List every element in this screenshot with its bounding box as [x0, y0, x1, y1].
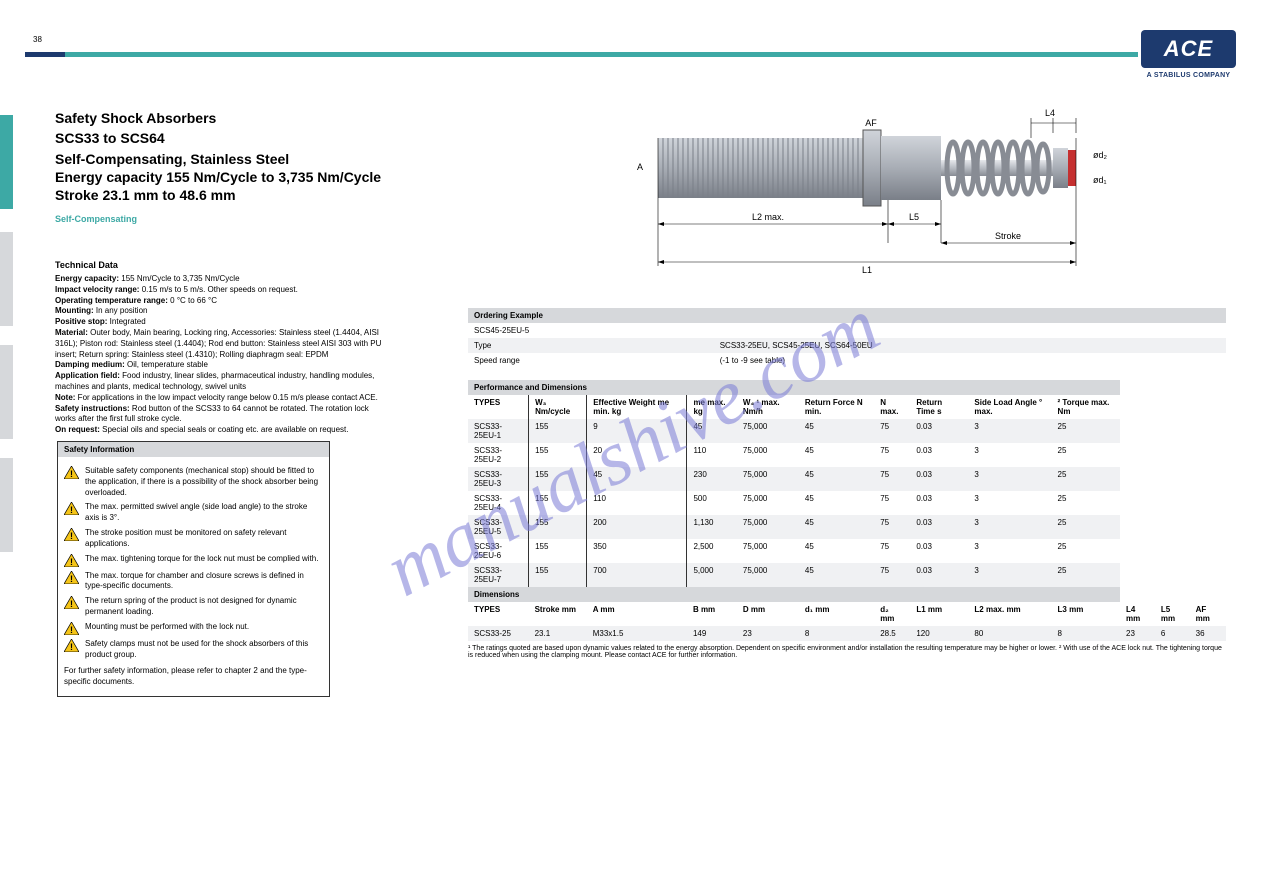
safety-row: ! The max. permitted swivel angle (side l… — [64, 502, 323, 524]
svg-text:L1: L1 — [862, 265, 872, 275]
ordering-header: Ordering Example — [468, 308, 1226, 323]
warning-icon: ! — [64, 596, 79, 618]
ordering-table: Ordering ExampleSCS45-25EU-5TypeSCS33-25… — [468, 308, 1226, 368]
dim-row: SCS33-2523.1M33x1.514923828.512080823636 — [468, 626, 1226, 641]
tech-data-body: Energy capacity: 155 Nm/Cycle to 3,735 N… — [55, 274, 385, 436]
side-tab — [0, 458, 13, 552]
perf-row: SCS33-25EU-115594575,00045750.03325 — [468, 419, 1226, 443]
warning-icon: ! — [64, 639, 79, 661]
safety-row: ! The return spring of the product is not… — [64, 596, 323, 618]
side-tab — [0, 232, 13, 326]
header-accent-bar — [25, 52, 1138, 57]
tech-item: Positive stop: Integrated — [55, 317, 385, 328]
svg-text:ød₁: ød₁ — [1093, 175, 1107, 185]
svg-text:A: A — [637, 162, 643, 172]
range-line: Energy capacity 155 Nm/Cycle to 3,735 Nm… — [55, 168, 381, 186]
safety-text: The max. torque for chamber and closure … — [85, 571, 323, 593]
performance-table: Performance and DimensionsTYPESW₃ Nm/cyc… — [468, 380, 1226, 641]
perf-row: SCS33-25EU-31554523075,00045750.03325 — [468, 467, 1226, 491]
safety-row: ! Mounting must be performed with the loc… — [64, 622, 323, 635]
safety-text: Safety clamps must not be used for the s… — [85, 639, 323, 661]
side-tab-active — [0, 115, 13, 209]
tech-item: On request: Special oils and special sea… — [55, 425, 385, 436]
svg-text:!: ! — [70, 625, 73, 635]
svg-text:!: ! — [70, 642, 73, 652]
perf-row: SCS33-25EU-21552011075,00045750.03325 — [468, 443, 1226, 467]
series-range: Self-Compensating, Stainless Steel Energ… — [55, 150, 381, 205]
ordering-row: TypeSCS33-25EU, SCS45-25EU, SCS64-50EU — [468, 338, 1226, 353]
perf-row: SCS33-25EU-51552001,13075,00045750.03325 — [468, 515, 1226, 539]
side-tab — [0, 345, 13, 439]
tech-item: Energy capacity: 155 Nm/Cycle to 3,735 N… — [55, 274, 385, 285]
warning-icon: ! — [64, 466, 79, 498]
tables-zone: Ordering ExampleSCS45-25EU-5TypeSCS33-25… — [468, 308, 1226, 659]
range-line: Stroke 23.1 mm to 48.6 mm — [55, 186, 381, 204]
table-footnote: ¹ The ratings quoted are based upon dyna… — [468, 645, 1226, 659]
tech-item: Application field: Food industry, linear… — [55, 371, 385, 393]
series-tagline: Self-Compensating — [55, 214, 137, 224]
svg-text:!: ! — [70, 557, 73, 567]
tech-item: Damping medium: Oil, temperature stable — [55, 360, 385, 371]
perf-row: SCS33-25EU-61553502,50075,00045750.03325 — [468, 539, 1226, 563]
safety-text: Suitable safety components (mechanical s… — [85, 466, 323, 498]
warning-icon: ! — [64, 554, 79, 567]
section-title: Safety Shock Absorbers — [55, 110, 216, 126]
svg-text:L5: L5 — [909, 212, 919, 222]
tech-item: Note: For applications in the low impact… — [55, 393, 385, 404]
brand-logo: ACE — [1141, 30, 1236, 68]
svg-text:ød₂: ød₂ — [1093, 150, 1108, 160]
svg-text:AF: AF — [865, 118, 877, 128]
safety-box-header: Safety Information — [58, 442, 329, 457]
safety-text: The max. tightening torque for the lock … — [85, 554, 323, 567]
ordering-row: Speed range(-1 to -9 see table) — [468, 353, 1226, 368]
tech-item: Material: Outer body, Main bearing, Lock… — [55, 328, 385, 360]
safety-row: ! The max. tightening torque for the lock… — [64, 554, 323, 567]
perf-row: SCS33-25EU-415511050075,00045750.03325 — [468, 491, 1226, 515]
safety-box: Safety Information ! Suitable safety comp… — [57, 441, 330, 697]
warning-icon: ! — [64, 571, 79, 593]
warning-icon: ! — [64, 528, 79, 550]
dim-colhdr: TYPESStroke mmA mmB mmD mmd₁ mmd₂ mmL1 m… — [468, 602, 1226, 626]
page-number: 38 — [33, 35, 42, 44]
safety-text: The max. permitted swivel angle (side lo… — [85, 502, 323, 524]
perf-row: SCS33-25EU-71557005,00075,00045750.03325 — [468, 563, 1226, 587]
warning-icon: ! — [64, 622, 79, 635]
safety-row: ! The max. torque for chamber and closure… — [64, 571, 323, 593]
svg-text:!: ! — [70, 505, 73, 515]
tech-data-heading: Technical Data — [55, 260, 118, 270]
dim-header: Dimensions — [468, 587, 1120, 602]
logo-block: ACE A STABILUS COMPANY — [1141, 30, 1236, 79]
tech-item: Operating temperature range: 0 °C to 66 … — [55, 296, 385, 307]
svg-text:L2 max.: L2 max. — [752, 212, 784, 222]
svg-text:L4: L4 — [1045, 108, 1055, 118]
ordering-row: SCS45-25EU-5 — [468, 323, 1226, 338]
product-diagram: L2 max. L5 Stroke L1 L4 A ød₂ ød₁ AF — [468, 98, 1228, 298]
svg-text:!: ! — [70, 599, 73, 609]
svg-text:!: ! — [70, 469, 73, 479]
safety-row: ! Safety clamps must not be used for the … — [64, 639, 323, 661]
safety-text: The stroke position must be monitored on… — [85, 528, 323, 550]
svg-text:!: ! — [70, 574, 73, 584]
warning-icon: ! — [64, 502, 79, 524]
tech-item: Impact velocity range: 0.15 m/s to 5 m/s… — [55, 285, 385, 296]
svg-text:!: ! — [70, 531, 73, 541]
safety-row: ! Suitable safety components (mechanical … — [64, 466, 323, 498]
perf-colhdr: TYPESW₃ Nm/cycleEffective Weight me min.… — [468, 395, 1226, 419]
safety-text: Mounting must be performed with the lock… — [85, 622, 323, 635]
safety-footnote: For further safety information, please r… — [64, 666, 323, 688]
brand-subtitle: A STABILUS COMPANY — [1141, 72, 1236, 79]
tech-item: Safety instructions: Rod button of the S… — [55, 404, 385, 426]
range-line: Self-Compensating, Stainless Steel — [55, 150, 381, 168]
safety-text: The return spring of the product is not … — [85, 596, 323, 618]
perf-header: Performance and Dimensions — [468, 380, 1120, 395]
svg-text:Stroke: Stroke — [995, 231, 1021, 241]
safety-box-body: ! Suitable safety components (mechanical … — [58, 457, 329, 696]
safety-row: ! The stroke position must be monitored o… — [64, 528, 323, 550]
tech-item: Mounting: In any position — [55, 306, 385, 317]
series-family: SCS33 to SCS64 — [55, 130, 165, 146]
